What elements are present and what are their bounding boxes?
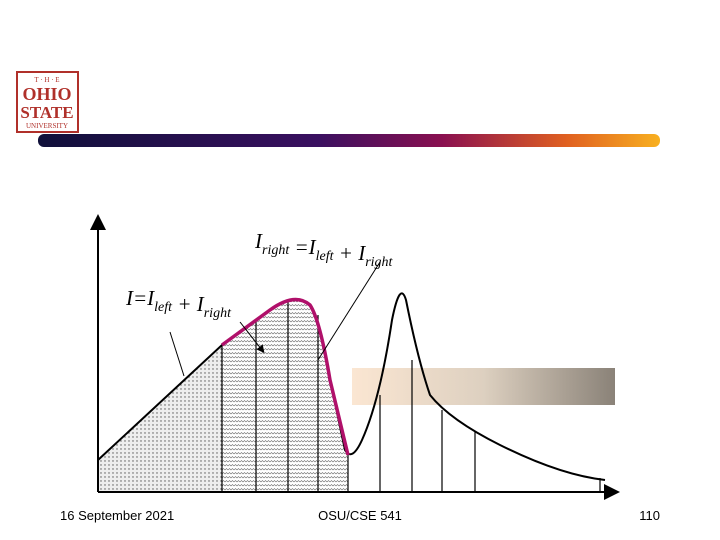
eq-sub: left <box>316 249 335 264</box>
pointer <box>317 261 381 361</box>
logo-text: T · H · E <box>34 76 59 84</box>
eq-main: I=I <box>125 286 155 310</box>
eq-main: I <box>254 229 263 253</box>
equation-left: I=Ileft + Iright <box>125 286 232 321</box>
logo-text: UNIVERSITY <box>26 122 68 130</box>
pointer <box>169 331 185 377</box>
eq-main: =I <box>289 235 316 259</box>
highlight-box <box>352 368 615 405</box>
eq-sub: right <box>262 243 290 258</box>
eq-sub: right <box>365 255 393 270</box>
logo-text: STATE <box>20 103 73 122</box>
logo: T · H · E OHIO STATE UNIVERSITY <box>16 71 79 133</box>
footer-page: 110 <box>639 508 660 523</box>
pointer <box>239 321 265 354</box>
eq-sub: right <box>204 306 232 321</box>
right-region <box>222 299 348 492</box>
footer-course: OSU/CSE 541 <box>318 508 402 523</box>
footer-date: 16 September 2021 <box>60 508 174 523</box>
eq-main: + I <box>334 241 367 265</box>
diagram <box>90 214 620 500</box>
equation-top: Iright =Ileft + Iright <box>254 229 394 270</box>
title-bar <box>38 134 660 147</box>
strips <box>221 300 601 492</box>
left-region <box>98 345 222 492</box>
logo-text: OHIO <box>22 84 71 104</box>
eq-main: + I <box>172 292 205 316</box>
eq-sub: left <box>154 300 173 315</box>
approx-curve <box>220 297 350 456</box>
